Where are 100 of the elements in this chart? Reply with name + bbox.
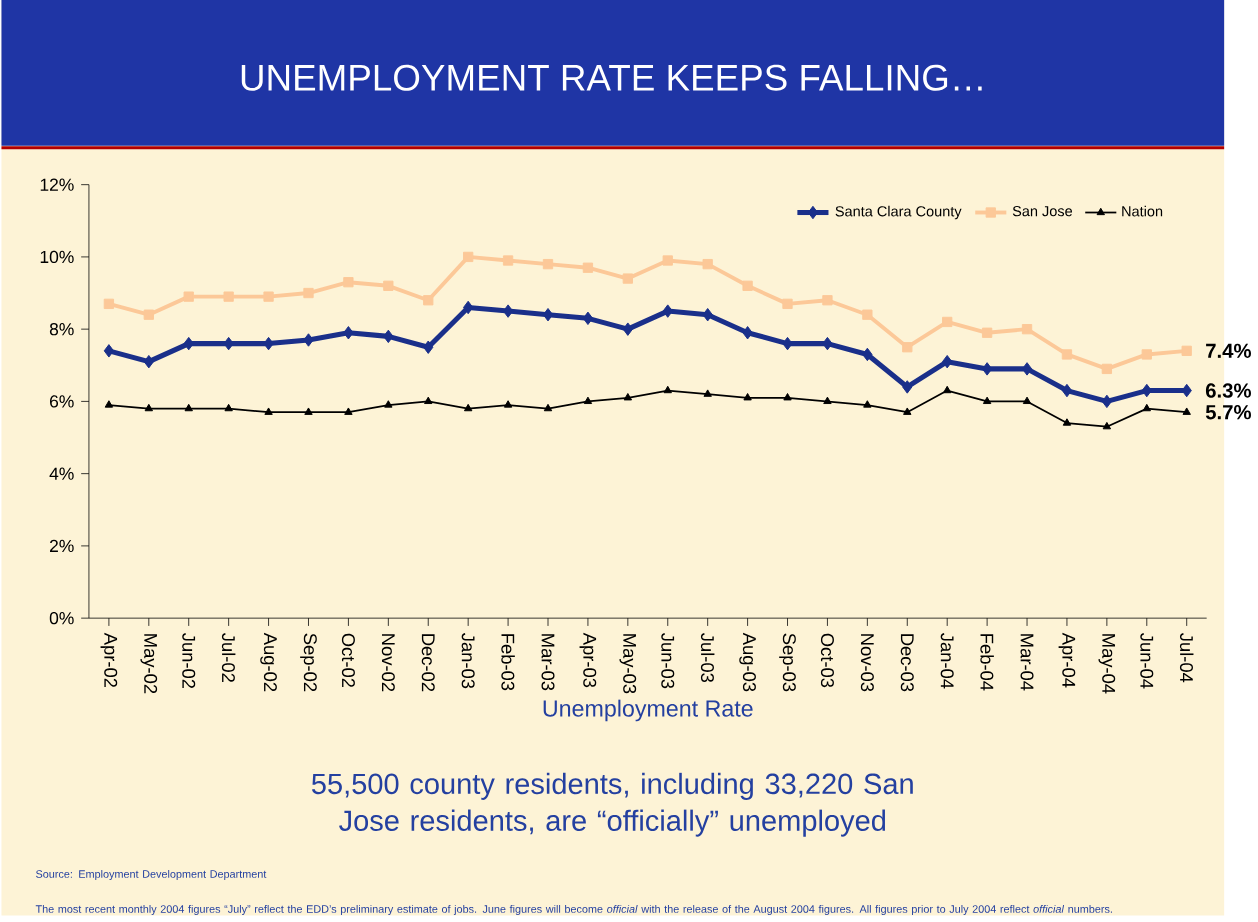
- point: [662, 255, 673, 266]
- point: [303, 333, 314, 347]
- x-tick-label: Mar-03: [541, 634, 555, 691]
- point: [502, 255, 514, 266]
- x-tick-label: Aug-03: [739, 633, 756, 692]
- point: [782, 337, 793, 351]
- x-tick-label: Jun-04: [1140, 633, 1154, 689]
- point: [144, 404, 154, 412]
- point: [582, 311, 594, 326]
- point: [822, 337, 833, 351]
- point: [104, 400, 114, 408]
- point: [263, 337, 274, 351]
- point: [1061, 349, 1073, 360]
- point: [862, 309, 873, 321]
- point: [582, 262, 594, 274]
- point: [902, 380, 913, 394]
- y-tick-label: 0%: [49, 612, 74, 625]
- point: [183, 291, 194, 303]
- point: [662, 304, 673, 319]
- point: [423, 340, 434, 355]
- x-tick-label: Nov-03: [860, 634, 874, 692]
- point: [383, 329, 394, 344]
- y-tick-label: 2%: [50, 540, 74, 553]
- point: [304, 407, 313, 416]
- point: [1141, 384, 1152, 398]
- x-tick-label: Jul-02: [221, 633, 236, 683]
- point: [383, 280, 394, 292]
- point: [223, 337, 234, 351]
- point: [1062, 418, 1072, 426]
- point: [702, 308, 713, 322]
- point: [502, 304, 514, 319]
- x-tick-label: Jan-04: [940, 633, 954, 689]
- point: [1021, 324, 1033, 335]
- point: [1182, 407, 1191, 416]
- x-tick-label: Sep-03: [779, 633, 796, 692]
- point: [783, 393, 792, 401]
- x-tick-label: Jan-03: [461, 633, 475, 689]
- point: [264, 407, 273, 416]
- x-tick-label: Apr-03: [579, 633, 597, 688]
- x-tick-label: Mar-04: [1020, 634, 1034, 691]
- y-tick-label: 12%: [40, 178, 74, 192]
- point: [343, 326, 354, 340]
- x-tick-label: May-04: [1098, 634, 1116, 694]
- point: [702, 259, 713, 270]
- y-tick-label: 4%: [49, 467, 74, 480]
- point: [1142, 404, 1151, 412]
- point: [1102, 422, 1112, 430]
- point: [263, 291, 274, 303]
- x-tick-label: Feb-03: [501, 634, 515, 691]
- x-tick-label: Jun-02: [182, 633, 196, 689]
- chart-title: UNEMPLOYMENT RATE KEEPS FALLING…: [241, 64, 982, 92]
- point: [583, 396, 593, 405]
- x-tick-label: Apr-04: [1058, 633, 1076, 688]
- point: [822, 295, 833, 306]
- point: [742, 280, 753, 292]
- x-tick-label: Sep-02: [300, 633, 317, 692]
- y-tick-label: 8%: [49, 323, 74, 336]
- point: [503, 400, 513, 408]
- x-tick-label: Jul-04: [1179, 633, 1194, 683]
- point: [1021, 362, 1033, 376]
- point: [303, 288, 314, 299]
- x-tick-label: Nov-02: [381, 634, 395, 692]
- point: [782, 298, 793, 310]
- x-tick-label: Oct-02: [341, 633, 355, 688]
- x-tick-label: Aug-02: [260, 633, 277, 692]
- x-tick-label: Jul-03: [700, 633, 715, 683]
- point: [463, 252, 474, 263]
- point: [863, 400, 872, 408]
- point: [184, 404, 193, 412]
- point: [703, 389, 712, 398]
- point: [743, 393, 752, 401]
- point: [663, 386, 672, 394]
- point: [903, 407, 912, 416]
- point: [942, 317, 953, 328]
- point: [143, 309, 154, 321]
- point: [423, 295, 434, 306]
- point: [982, 396, 992, 405]
- point: [1141, 349, 1152, 360]
- text: 55,500 county residents, including 33,220 San Jose residents, are “officially” unemployed: [311, 773, 913, 837]
- point: [823, 396, 832, 405]
- point: [183, 337, 194, 351]
- point: [742, 326, 753, 340]
- x-tick-label: Dec-03: [900, 634, 914, 692]
- point: [344, 407, 353, 416]
- point: [424, 396, 433, 405]
- point: [1101, 363, 1113, 375]
- point: [981, 327, 993, 339]
- point: [143, 355, 154, 369]
- point: [622, 322, 633, 337]
- point: [103, 298, 115, 310]
- point: [543, 404, 553, 412]
- point: [1181, 345, 1192, 357]
- x-tick-label: Dec-02: [421, 634, 435, 692]
- data-label: 7.4%: [1206, 343, 1251, 359]
- point: [623, 393, 633, 401]
- x-tick-label: Oct-03: [820, 633, 834, 688]
- data-label: 5.7%: [1205, 405, 1251, 420]
- data-label: 6.3%: [1205, 383, 1251, 399]
- x-tick-label: Apr-02: [100, 633, 118, 688]
- point: [622, 273, 633, 284]
